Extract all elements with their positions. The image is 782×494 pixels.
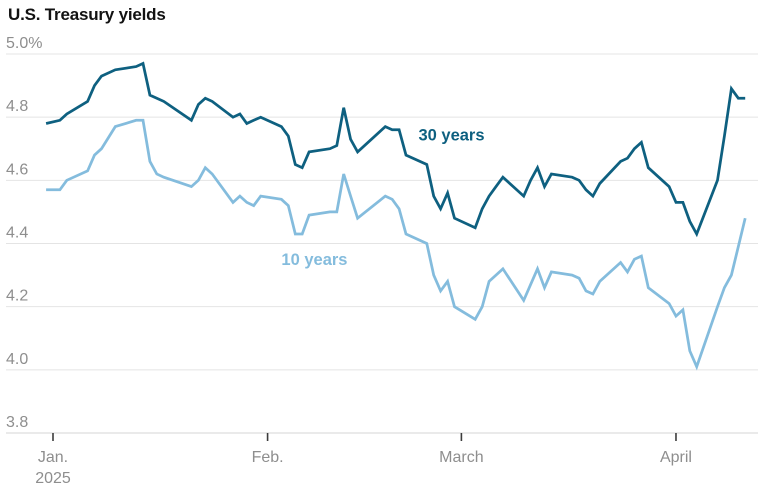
y-axis-label: 4.0 [6,351,28,368]
series-line-30-years [45,61,746,238]
x-axis-label: Jan. [38,449,68,466]
y-axis-label: 4.8 [6,98,28,115]
y-axis-label: 5.0% [6,35,42,52]
x-axis-label: Feb. [252,449,284,466]
y-axis-label: 4.2 [6,288,28,305]
y-axis-label: 4.6 [6,161,28,178]
x-axis-year-label: 2025 [35,470,71,487]
chart-title: U.S. Treasury yields [8,5,166,24]
y-axis-label: 3.8 [6,414,28,431]
x-axis-label: April [660,449,692,466]
series-line-10-years [46,118,747,371]
y-axis-label: 4.4 [6,225,28,242]
series-label-30-years: 30 years [418,126,484,144]
series-label-10-years: 10 years [281,251,347,269]
x-axis-label: March [439,449,483,466]
